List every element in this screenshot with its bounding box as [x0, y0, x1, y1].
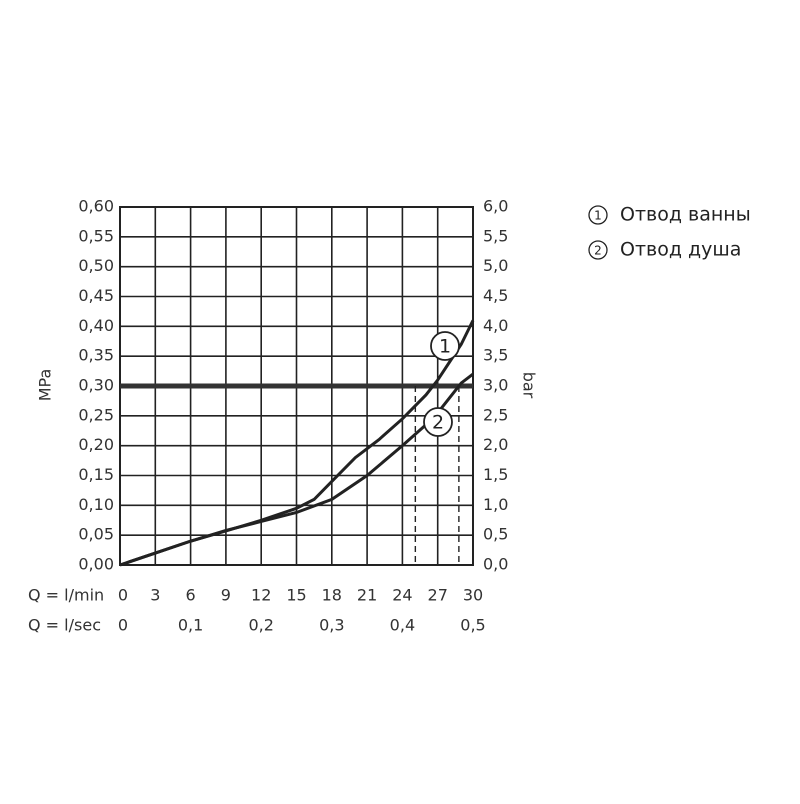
- x-tick-label: 27: [428, 586, 448, 605]
- curve-marker-label: 1: [439, 336, 451, 358]
- x-tick-label: 9: [221, 586, 231, 605]
- y-axis-label: MPa: [36, 369, 55, 402]
- curve-marker-label: 2: [432, 412, 444, 434]
- x-tick-label: 0: [118, 586, 128, 605]
- legend-marker: [588, 240, 608, 260]
- x-tick-label: 30: [463, 586, 483, 605]
- y-tick-label: 0,15: [78, 465, 114, 484]
- x-tick-label: 12: [251, 586, 271, 605]
- y-tick-label: 0,60: [78, 197, 114, 216]
- x-tick-label: 3: [150, 586, 160, 605]
- x-tick-label: 24: [392, 586, 412, 605]
- legend-marker: [588, 205, 608, 225]
- y-tick-label: 0,05: [78, 525, 114, 544]
- x2-tick-label: 0,3: [319, 616, 344, 635]
- y-tick-label: 0,35: [78, 346, 114, 365]
- data-line: [119, 372, 474, 567]
- y2-axis-label: bar: [520, 372, 539, 399]
- x2-tick-label: 0,5: [460, 616, 485, 635]
- legend-marker-label: 1: [594, 209, 602, 223]
- y-tick-label: 0,00: [78, 555, 114, 574]
- x2-tick-label: 0,2: [248, 616, 273, 635]
- y2-tick-label: 5,0: [483, 256, 508, 275]
- x-tick-label: 21: [357, 586, 377, 605]
- y2-tick-label: 3,0: [483, 376, 508, 395]
- y2-tick-label: 0,5: [483, 525, 508, 544]
- x-tick-label: 6: [186, 586, 196, 605]
- x-tick-label: 18: [322, 586, 342, 605]
- y-tick-label: 0,55: [78, 226, 114, 245]
- y2-tick-label: 5,5: [483, 226, 508, 245]
- x-axis-label: Q = l/min: [28, 586, 104, 605]
- y2-tick-label: 3,5: [483, 346, 508, 365]
- legend-label: Отвод душа: [620, 239, 741, 261]
- y-tick-label: 0,10: [78, 495, 114, 514]
- y2-tick-label: 1,0: [483, 495, 508, 514]
- x2-tick-label: 0: [118, 616, 128, 635]
- x2-tick-label: 0,1: [178, 616, 203, 635]
- y2-tick-label: 6,0: [483, 197, 508, 216]
- x2-tick-label: 0,4: [390, 616, 415, 635]
- y-tick-label: 0,25: [78, 405, 114, 424]
- legend-marker-label: 2: [594, 244, 602, 258]
- curve-marker: [430, 331, 460, 361]
- y2-tick-label: 4,5: [483, 286, 508, 305]
- y-tick-label: 0,30: [78, 376, 114, 395]
- y-tick-label: 0,50: [78, 256, 114, 275]
- curve-marker: [423, 407, 453, 437]
- x2-axis-label: Q = l/sec: [28, 616, 101, 635]
- x-tick-label: 15: [286, 586, 306, 605]
- y2-tick-label: 0,0: [483, 555, 508, 574]
- y2-tick-label: 2,5: [483, 405, 508, 424]
- y2-tick-label: 1,5: [483, 465, 508, 484]
- y2-tick-label: 4,0: [483, 316, 508, 335]
- y2-tick-label: 2,0: [483, 435, 508, 454]
- y-tick-label: 0,45: [78, 286, 114, 305]
- y-tick-label: 0,20: [78, 435, 114, 454]
- y-tick-label: 0,40: [78, 316, 114, 335]
- legend-label: Отвод ванны: [620, 204, 751, 226]
